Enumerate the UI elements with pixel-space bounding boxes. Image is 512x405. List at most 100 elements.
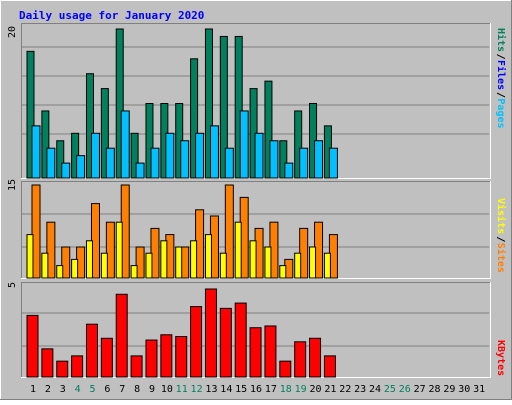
visits-bar <box>204 234 212 279</box>
kbytes-bar <box>264 325 277 378</box>
legend-separator: / <box>495 236 506 242</box>
kbytes-bar <box>145 339 158 378</box>
x-tick-label: 2 <box>45 384 51 395</box>
pages-bar <box>90 132 100 179</box>
panel-kbytes-bevel-bottom <box>21 377 491 378</box>
x-tick-label: 31 <box>473 384 485 395</box>
x-tick-label: 20 <box>310 384 322 395</box>
x-tick-label: 1 <box>30 384 36 395</box>
x-tick-label: 10 <box>161 384 173 395</box>
pages-bar <box>224 147 234 179</box>
legend-separator: / <box>495 92 506 98</box>
kbytes-bar <box>219 307 232 378</box>
pages-bar <box>284 162 294 179</box>
visits-bar <box>249 240 257 279</box>
x-tick-label: 29 <box>443 384 455 395</box>
visits-bar <box>41 252 49 279</box>
kbytes-bar <box>160 334 173 378</box>
legend-files: Files <box>495 60 507 90</box>
x-tick-label: 28 <box>428 384 440 395</box>
hits-bar <box>204 28 213 179</box>
sites-bar <box>135 246 145 279</box>
x-tick-label: 12 <box>191 384 203 395</box>
visits-bar <box>323 252 331 279</box>
hits-bar <box>85 73 94 179</box>
hits-bar <box>145 103 154 179</box>
pages-bar <box>180 140 190 179</box>
x-tick-label: 30 <box>458 384 470 395</box>
y-axis-max-label: 5 <box>7 282 18 288</box>
visits-bar <box>160 240 168 279</box>
legend-hits: Hits <box>495 28 507 52</box>
kbytes-bar <box>294 341 307 378</box>
visits-bar <box>85 240 93 279</box>
x-tick-label: 7 <box>119 384 125 395</box>
hits-bar <box>219 35 228 179</box>
x-tick-label: 27 <box>414 384 426 395</box>
kbytes-bar <box>26 314 39 378</box>
visits-bar <box>264 246 272 279</box>
legend-sites: Sites <box>495 243 507 273</box>
x-tick-label: 18 <box>280 384 292 395</box>
legend-kbytes: KBytes <box>495 340 506 376</box>
hits-bar <box>190 58 199 179</box>
kbytes-bar <box>115 293 128 378</box>
kbytes-bar <box>175 336 188 378</box>
x-tick-label: 9 <box>149 384 155 395</box>
legend-separator: / <box>495 54 506 60</box>
kbytes-bar <box>309 337 322 378</box>
y-axis-max-label: 20 <box>7 26 18 38</box>
visits-bar <box>309 246 317 279</box>
pages-bar <box>209 125 219 179</box>
x-tick-label: 5 <box>89 384 95 395</box>
hits-bar <box>56 140 65 179</box>
hits-bar <box>26 50 35 179</box>
pages-bar <box>239 110 249 179</box>
panel-hits-bevel-top <box>21 23 490 24</box>
pages-bar <box>61 162 71 179</box>
kbytes-bar <box>234 302 247 378</box>
pages-bar <box>120 110 130 179</box>
legend-visits: Visits <box>495 198 507 234</box>
pages-bar <box>46 147 56 179</box>
panel-kbytes-bevel-left <box>21 282 22 377</box>
y-axis-max-label: 15 <box>7 179 18 191</box>
panel-hits-bevel-left <box>21 23 22 178</box>
legend-pages: Pages <box>495 98 506 128</box>
kbytes-bar <box>323 355 336 378</box>
visits-bar <box>115 221 123 279</box>
panel-hits-bevel-right <box>490 23 491 179</box>
visits-bar <box>219 252 227 279</box>
panel-kbytes-bevel-right <box>490 282 491 378</box>
hits-bar <box>294 110 303 179</box>
pages-bar <box>31 125 41 179</box>
panel-visits-bevel-top <box>21 181 490 182</box>
kbytes-bar <box>41 348 54 378</box>
visits-bar <box>130 265 138 279</box>
hits-bar <box>130 132 139 179</box>
visits-bar <box>234 221 242 279</box>
pages-bar <box>299 147 309 179</box>
hits-bar <box>279 140 288 179</box>
visits-bar <box>100 252 108 279</box>
x-tick-label: 14 <box>220 384 232 395</box>
frame-edge-top <box>0 0 512 1</box>
sites-bar <box>61 246 71 279</box>
visits-bar <box>294 252 302 279</box>
kbytes-bar <box>279 360 292 378</box>
x-tick-label: 6 <box>104 384 110 395</box>
kbytes-bar <box>249 327 262 378</box>
kbytes-bar <box>204 288 217 378</box>
pages-bar <box>150 147 160 179</box>
pages-bar <box>195 132 205 179</box>
sites-bar <box>31 184 41 279</box>
pages-bar <box>328 147 338 179</box>
panel-kbytes-bevel-top <box>21 282 490 283</box>
kbytes-bar <box>56 360 69 378</box>
x-tick-label: 17 <box>265 384 277 395</box>
x-tick-label: 3 <box>60 384 66 395</box>
visits-bar <box>56 265 64 279</box>
sites-bar <box>224 184 234 279</box>
